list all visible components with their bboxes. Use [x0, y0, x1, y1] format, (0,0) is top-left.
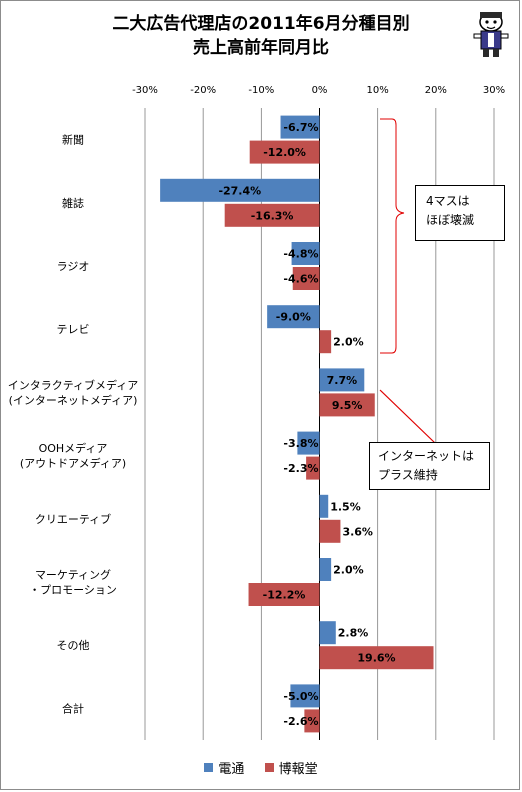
data-labels: -6.7% -12.0% -27.4% -16.3% -4.8% -4.6% -9.0% 2.… [218, 121, 395, 728]
bar-dentsu [290, 684, 320, 708]
data-label: 3.6% [342, 525, 373, 538]
bars [160, 115, 434, 733]
callout-internet-line-2: プラス維持 [378, 468, 438, 482]
x-tick-label: -30% [132, 85, 158, 96]
bar-hakuhodo [319, 646, 434, 670]
category-label: クリエーティブ [35, 512, 111, 526]
bar-dentsu [297, 431, 320, 455]
data-label: 1.5% [330, 500, 361, 513]
data-label: -5.0% [283, 690, 318, 703]
chart-title-line-2: 売上高前年同月比 [193, 38, 329, 58]
callout-mass4-line-1: 4マスは [426, 194, 470, 208]
data-label: -6.7% [283, 121, 318, 134]
data-label: 19.6% [357, 652, 395, 665]
bar-dentsu [319, 368, 365, 392]
mass4-brace [380, 118, 405, 354]
callout-internet-line-1: インターネットは [378, 449, 475, 463]
annotations [379, 118, 436, 444]
data-label: -2.6% [283, 715, 318, 728]
bar-dentsu [319, 558, 332, 581]
legend-item-dentsu: 電通 [204, 758, 244, 777]
chart-title-line-1: 二大広告代理店の2011年6月分種目別 [112, 14, 410, 34]
bar-dentsu [160, 178, 320, 202]
x-tick-label: 30% [483, 85, 505, 96]
bar-dentsu [319, 494, 329, 518]
legend-label-hakuhodo: 博報堂 [278, 762, 318, 777]
legend-label-dentsu: 電通 [218, 762, 245, 777]
bar-hakuhodo [306, 456, 320, 480]
bar-dentsu [280, 115, 320, 139]
x-tick-labels: -30% -20% -10% 0% 10% 20% 30% [132, 85, 505, 96]
x-tick-label: -10% [248, 85, 274, 96]
data-label: 2.0% [333, 564, 364, 577]
data-label: 2.8% [338, 627, 369, 640]
chart-title: 二大広告代理店の2011年6月分種目別 売上高前年同月比 [0, 12, 522, 60]
data-label: -4.8% [283, 248, 318, 261]
data-label: 9.5% [332, 399, 363, 412]
bar-hakuhodo [248, 583, 320, 606]
callout-mass4-line-2: ほぼ壊滅 [426, 213, 475, 227]
bar-dentsu [267, 305, 320, 329]
category-label: インタラクティブメディア(インターネットメディア) [8, 378, 139, 407]
legend-item-hakuhodo: 博報堂 [264, 758, 318, 777]
x-tick-label: -20% [190, 85, 216, 96]
bar-hakuhodo [319, 393, 375, 417]
category-label: テレビ [57, 323, 90, 336]
data-label: -3.8% [283, 437, 318, 450]
mascot-icon [473, 12, 509, 57]
callout-internet: インターネットは プラス維持 [369, 442, 490, 490]
category-label: その他 [57, 639, 90, 652]
bar-dentsu [319, 621, 336, 645]
x-tick-label: 0% [312, 85, 328, 96]
legend-swatch-dentsu [204, 763, 214, 772]
internet-pointer-line [379, 389, 436, 444]
category-label: 雑誌 [62, 196, 84, 210]
bar-hakuhodo [319, 519, 341, 543]
category-label: 合計 [62, 701, 84, 715]
bar-hakuhodo [304, 709, 320, 733]
data-label: -12.0% [263, 146, 306, 159]
bar-hakuhodo [224, 203, 320, 227]
category-label: ラジオ [57, 260, 90, 273]
bar-hakuhodo [249, 140, 320, 164]
x-tick-label: 20% [425, 85, 447, 96]
bar-dentsu [291, 242, 320, 265]
data-label: -4.6% [283, 273, 318, 286]
data-label: 7.7% [327, 374, 358, 387]
callout-mass4: 4マスは ほぼ壊滅 [415, 185, 505, 241]
data-label: -9.0% [276, 311, 311, 324]
data-label: -16.3% [251, 209, 294, 222]
legend: 電通 博報堂 [0, 758, 522, 777]
category-label: 新聞 [62, 133, 84, 147]
data-label: 2.0% [333, 336, 364, 349]
x-tick-label: 10% [367, 85, 389, 96]
category-label: マーケティング・プロモーション [29, 568, 117, 597]
data-label: -27.4% [218, 184, 261, 197]
bar-hakuhodo [292, 267, 320, 290]
data-label: -12.2% [263, 589, 306, 602]
bar-hakuhodo [319, 330, 332, 354]
data-label: -2.3% [283, 462, 318, 475]
category-label: OOHメディア(アウトドアメディア) [20, 441, 126, 470]
legend-swatch-hakuhodo [264, 763, 274, 772]
